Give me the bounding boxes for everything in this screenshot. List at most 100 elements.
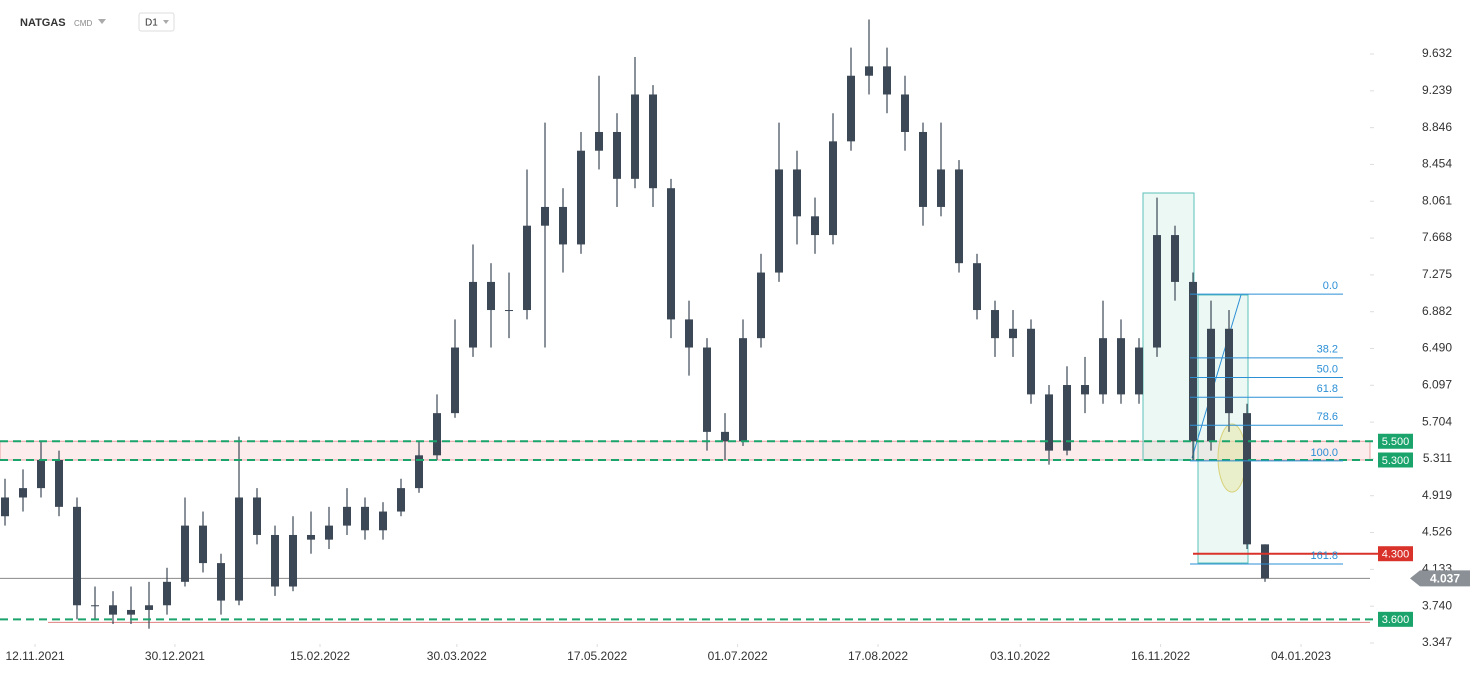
candle-body — [937, 169, 946, 207]
candle-body — [1099, 338, 1108, 395]
last-price-label: 4.037 — [1430, 572, 1460, 586]
candle-body — [361, 506, 370, 531]
x-tick-label: 30.12.2021 — [145, 649, 205, 663]
candle-body — [1081, 385, 1090, 395]
support-zone — [0, 440, 1371, 461]
candle-body — [991, 310, 1000, 339]
fib-label: 50.0 — [1317, 363, 1338, 375]
y-tick-label: 5.704 — [1422, 414, 1452, 428]
y-tick-label: 7.275 — [1422, 267, 1452, 281]
x-tick-label: 12.11.2021 — [5, 649, 64, 663]
level-tag — [1378, 546, 1413, 562]
y-tick-label: 8.846 — [1422, 120, 1452, 134]
candle-body — [487, 281, 496, 311]
candle-body — [883, 66, 892, 95]
y-tick-label: 6.882 — [1422, 304, 1452, 318]
candle-body — [199, 525, 208, 564]
level-label: 5.300 — [1382, 455, 1410, 467]
y-tick-label: 8.061 — [1422, 193, 1452, 207]
candle-body — [91, 605, 100, 607]
fib-label: 38.2 — [1317, 344, 1338, 356]
candle-body — [667, 188, 676, 320]
interval-dropdown — [163, 20, 169, 24]
candle-body — [469, 281, 478, 348]
candle-body — [325, 525, 334, 540]
candle-body — [757, 272, 766, 339]
candle-body — [1243, 413, 1252, 545]
candle-body — [559, 206, 568, 245]
candle-body — [307, 534, 316, 540]
box-annotation — [1197, 294, 1249, 564]
candle-body — [847, 75, 856, 142]
fib-label: 61.8 — [1317, 383, 1338, 395]
candle-body — [127, 609, 136, 615]
interval-select[interactable] — [138, 12, 175, 32]
candle-body — [1135, 347, 1144, 395]
candle-body — [181, 525, 190, 582]
candle-body — [541, 206, 550, 226]
level-label: 3.600 — [1382, 614, 1410, 626]
y-tick-label: 3.347 — [1422, 635, 1452, 649]
candle-body — [649, 94, 658, 189]
candle-body — [451, 347, 460, 414]
candle-body — [55, 459, 64, 507]
fib-label: 100.0 — [1310, 447, 1338, 459]
candle-body — [145, 605, 154, 610]
x-tick-label: 30.03.2022 — [427, 649, 487, 663]
level-tag — [1378, 611, 1413, 627]
candle-body — [703, 347, 712, 432]
candle-body — [1189, 281, 1198, 442]
fib-label: 78.6 — [1317, 411, 1338, 423]
candle-body — [289, 534, 298, 587]
y-tick-label: 7.668 — [1422, 230, 1452, 244]
y-tick-label: 5.311 — [1423, 451, 1452, 465]
candle-body — [1045, 394, 1054, 451]
candle-body — [433, 413, 442, 456]
x-tick-label: 15.02.2022 — [290, 649, 350, 663]
candle-body — [901, 94, 910, 132]
x-tick-label: 01.07.2022 — [708, 649, 768, 663]
candle-body — [343, 506, 352, 526]
level-label: 5.500 — [1382, 436, 1410, 448]
candle-body — [73, 506, 82, 606]
y-tick-label: 3.740 — [1422, 598, 1452, 612]
candle-body — [37, 459, 46, 489]
y-tick-label: 8.454 — [1422, 157, 1452, 171]
candle-body — [1261, 544, 1270, 579]
x-tick-label: 17.08.2022 — [848, 649, 908, 663]
y-tick-label: 6.097 — [1422, 377, 1452, 391]
highlight-ellipse — [1217, 423, 1247, 493]
candle-body — [217, 563, 226, 601]
fib-label: 0.0 — [1323, 280, 1338, 292]
y-tick-label: 6.490 — [1422, 341, 1452, 355]
candle-body — [865, 66, 874, 76]
candle-body — [1, 497, 10, 517]
y-tick-label: 9.239 — [1422, 83, 1452, 97]
candle-body — [739, 338, 748, 442]
candle-body — [523, 225, 532, 311]
symbol-dropdown[interactable] — [98, 19, 106, 24]
candle-body — [235, 497, 244, 601]
trend-line — [1191, 294, 1242, 459]
y-tick-label: 4.919 — [1422, 488, 1452, 502]
candle-body — [955, 169, 964, 264]
candle-body — [397, 488, 406, 512]
candle-body — [163, 581, 172, 606]
x-tick-label: 03.10.2022 — [990, 649, 1050, 663]
y-tick-label: 4.526 — [1422, 525, 1452, 539]
level-label: 4.300 — [1382, 549, 1410, 561]
candle-body — [1207, 328, 1216, 442]
candle-body — [271, 534, 280, 587]
candle-body — [793, 169, 802, 217]
fib-label: 161.8 — [1310, 550, 1338, 562]
candle-body — [721, 431, 730, 442]
candle-body — [595, 131, 604, 151]
candle-body — [577, 150, 586, 245]
interval: D1 — [145, 18, 158, 29]
market: CMD — [74, 19, 92, 28]
candle-body — [685, 319, 694, 348]
candle-body — [775, 169, 784, 273]
candle-body — [811, 216, 820, 236]
